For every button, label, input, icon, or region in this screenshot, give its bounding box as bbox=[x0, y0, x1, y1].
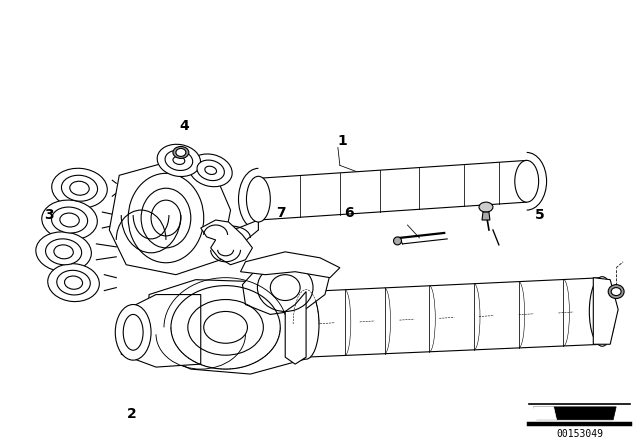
Ellipse shape bbox=[157, 144, 200, 177]
Ellipse shape bbox=[165, 151, 193, 171]
Ellipse shape bbox=[611, 288, 621, 296]
Ellipse shape bbox=[608, 284, 624, 298]
Polygon shape bbox=[259, 160, 527, 220]
Ellipse shape bbox=[394, 237, 401, 245]
Ellipse shape bbox=[60, 213, 79, 227]
Text: 00153049: 00153049 bbox=[556, 429, 603, 439]
Ellipse shape bbox=[173, 146, 189, 159]
Ellipse shape bbox=[48, 264, 99, 302]
Polygon shape bbox=[593, 278, 618, 344]
Ellipse shape bbox=[54, 245, 74, 259]
Ellipse shape bbox=[205, 166, 216, 174]
Polygon shape bbox=[305, 278, 604, 357]
Text: 2: 2 bbox=[127, 407, 137, 421]
Ellipse shape bbox=[176, 148, 186, 156]
Ellipse shape bbox=[51, 207, 88, 233]
Ellipse shape bbox=[115, 305, 151, 360]
Polygon shape bbox=[482, 212, 490, 220]
Ellipse shape bbox=[515, 160, 539, 202]
Text: 6: 6 bbox=[344, 206, 354, 220]
Polygon shape bbox=[243, 260, 330, 314]
Ellipse shape bbox=[197, 160, 225, 181]
Text: 1: 1 bbox=[337, 134, 347, 147]
Ellipse shape bbox=[61, 175, 97, 201]
Polygon shape bbox=[146, 280, 305, 374]
Ellipse shape bbox=[479, 202, 493, 212]
Ellipse shape bbox=[189, 154, 232, 187]
Polygon shape bbox=[285, 292, 306, 364]
Polygon shape bbox=[201, 220, 259, 250]
Text: 4: 4 bbox=[179, 119, 189, 133]
Ellipse shape bbox=[57, 270, 90, 295]
Polygon shape bbox=[201, 220, 252, 265]
Text: 5: 5 bbox=[535, 208, 545, 222]
Ellipse shape bbox=[52, 168, 108, 208]
Ellipse shape bbox=[173, 156, 185, 164]
Polygon shape bbox=[534, 407, 616, 420]
Text: 3: 3 bbox=[44, 208, 54, 222]
Ellipse shape bbox=[70, 181, 89, 195]
Polygon shape bbox=[109, 162, 230, 275]
Ellipse shape bbox=[42, 200, 97, 240]
Polygon shape bbox=[534, 407, 557, 420]
Ellipse shape bbox=[124, 314, 143, 350]
Ellipse shape bbox=[65, 276, 83, 289]
Ellipse shape bbox=[589, 277, 615, 346]
Ellipse shape bbox=[246, 177, 270, 222]
Polygon shape bbox=[241, 252, 340, 278]
Text: 7: 7 bbox=[276, 206, 286, 220]
Ellipse shape bbox=[45, 239, 82, 265]
Polygon shape bbox=[163, 152, 199, 171]
Polygon shape bbox=[121, 294, 201, 367]
Ellipse shape bbox=[293, 289, 319, 359]
Ellipse shape bbox=[36, 232, 92, 272]
